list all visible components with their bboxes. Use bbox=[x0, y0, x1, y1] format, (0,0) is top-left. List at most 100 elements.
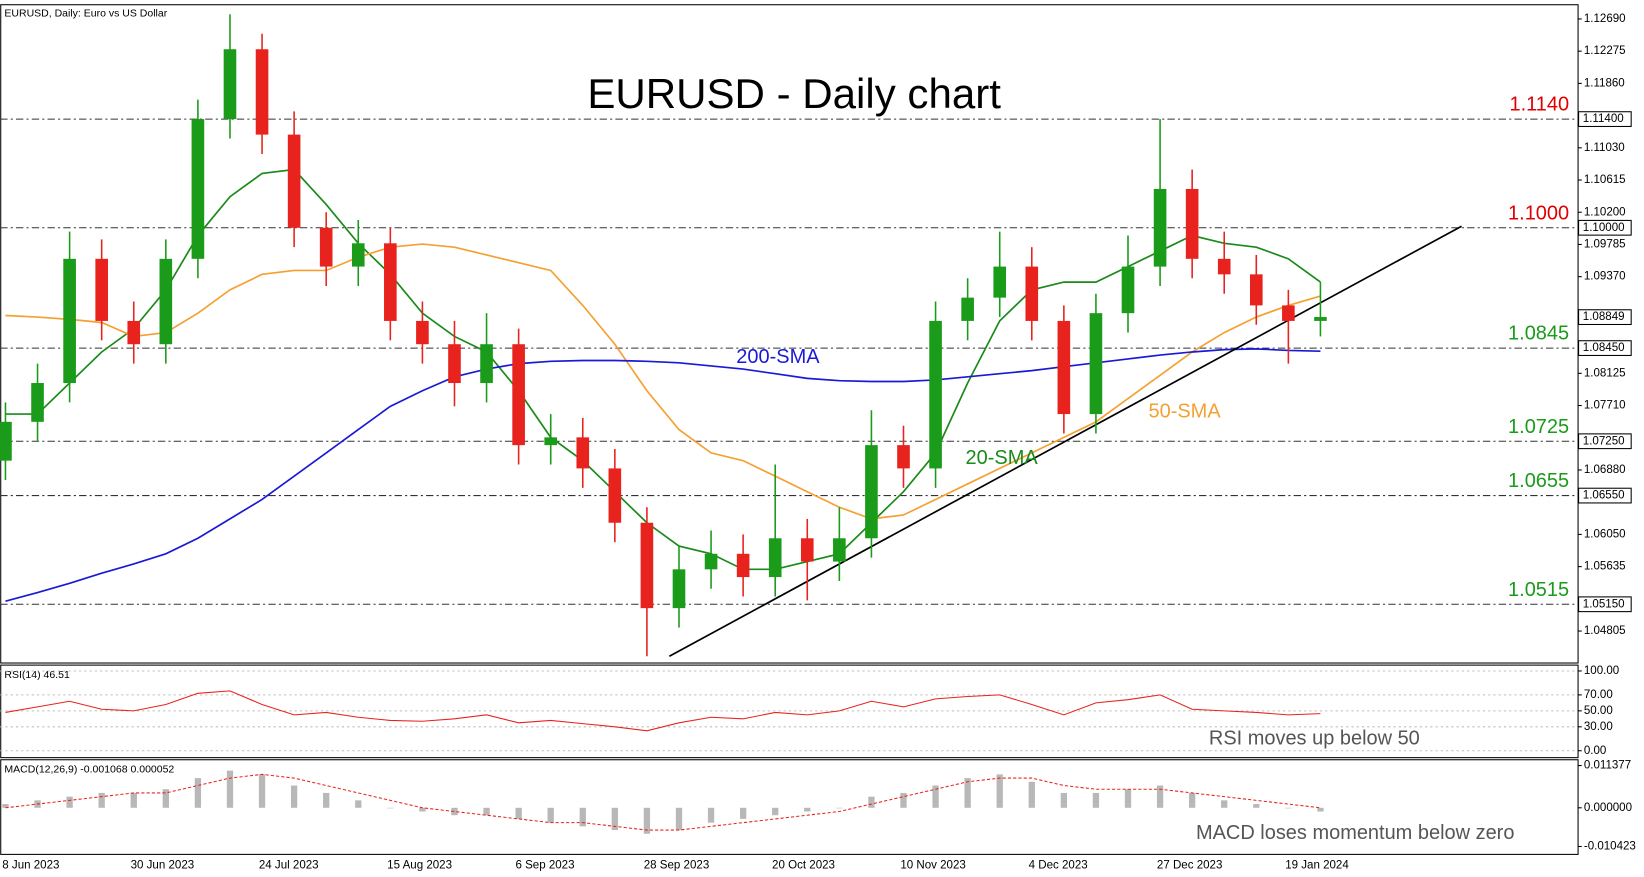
macd-bar bbox=[1028, 781, 1035, 808]
y-tick-label: 1.05635 bbox=[1584, 561, 1626, 573]
macd-bar bbox=[611, 807, 618, 831]
y-tick-label: 70.00 bbox=[1584, 689, 1613, 701]
candle-body bbox=[159, 258, 173, 345]
x-tick-label: 6 Sep 2023 bbox=[515, 859, 574, 871]
series-label: 50-SMA bbox=[1149, 400, 1222, 422]
sma-line bbox=[5, 243, 1321, 520]
macd-bar bbox=[387, 807, 394, 809]
macd-panel bbox=[0, 759, 1579, 855]
candle-body bbox=[576, 437, 590, 469]
macd-bar bbox=[483, 807, 490, 816]
macd-bar bbox=[836, 807, 843, 809]
candle-body bbox=[1121, 266, 1135, 314]
candle-body bbox=[95, 258, 108, 321]
macd-bar bbox=[675, 807, 683, 831]
candle-body bbox=[127, 320, 141, 345]
level-axis-label: 1.07250 bbox=[1583, 435, 1625, 447]
chart-title: EURUSD - Daily chart bbox=[587, 70, 1001, 117]
last-price-label: 1.08849 bbox=[1583, 311, 1625, 323]
y-tick-label: 1.06880 bbox=[1584, 464, 1626, 476]
level-label: 1.1140 bbox=[1510, 94, 1570, 116]
candle-body bbox=[63, 258, 76, 384]
candle-body bbox=[1185, 188, 1199, 259]
x-tick-label: 15 Aug 2023 bbox=[387, 859, 452, 871]
macd-bar bbox=[964, 778, 971, 808]
macd-bar bbox=[162, 789, 169, 808]
candle-body bbox=[704, 553, 718, 570]
candle-body bbox=[416, 320, 429, 345]
candle-body bbox=[1057, 320, 1071, 415]
candle-body bbox=[512, 344, 525, 446]
candle-body bbox=[608, 468, 622, 523]
y-tick-label: 1.08125 bbox=[1584, 367, 1626, 379]
y-tick-label: 1.11860 bbox=[1584, 77, 1625, 89]
y-tick-label: 0.00 bbox=[1584, 745, 1606, 757]
macd-bar bbox=[707, 807, 715, 823]
candle-body bbox=[1249, 274, 1263, 306]
macd-bar bbox=[258, 774, 266, 808]
macd-bar bbox=[1285, 807, 1292, 809]
candle-body bbox=[865, 445, 878, 539]
macd-bar bbox=[900, 792, 907, 808]
macd-bar bbox=[130, 792, 137, 808]
y-tick-label: 1.07710 bbox=[1584, 400, 1626, 412]
rsi-annotation: RSI moves up below 50 bbox=[1209, 728, 1420, 750]
candle-body bbox=[384, 243, 397, 321]
level-label: 1.0725 bbox=[1508, 416, 1569, 438]
y-tick-label: 50.00 bbox=[1584, 705, 1613, 717]
y-tick-label: 1.12690 bbox=[1584, 13, 1626, 25]
macd-bar bbox=[804, 807, 811, 812]
sma-line bbox=[5, 168, 1321, 571]
x-tick-label: 30 Jun 2023 bbox=[131, 859, 195, 871]
level-axis-box bbox=[1578, 487, 1632, 504]
macd-bar bbox=[1092, 792, 1100, 808]
y-tick-label: -0.010423 bbox=[1584, 841, 1636, 853]
candle-body bbox=[1089, 313, 1103, 415]
y-tick-label: 1.12275 bbox=[1584, 45, 1626, 57]
chart-header: EURUSD, Daily: Euro vs US Dollar bbox=[4, 7, 167, 19]
candle-body bbox=[544, 437, 558, 446]
y-tick-label: 1.04805 bbox=[1584, 625, 1626, 637]
level-axis-box bbox=[1578, 111, 1632, 127]
level-axis-box bbox=[1578, 219, 1632, 236]
candle-body bbox=[929, 320, 942, 469]
level-label: 1.1000 bbox=[1508, 202, 1569, 224]
candle-body bbox=[191, 119, 205, 259]
candle-body bbox=[961, 297, 974, 321]
candle-body bbox=[480, 344, 493, 384]
x-tick-label: 20 Oct 2023 bbox=[772, 859, 835, 871]
level-axis-box bbox=[1578, 433, 1632, 450]
trendline bbox=[668, 225, 1462, 658]
macd-bar bbox=[290, 785, 298, 808]
macd-bar bbox=[323, 792, 330, 808]
level-label: 1.0515 bbox=[1508, 579, 1569, 601]
macd-bar bbox=[868, 796, 875, 808]
macd-bar bbox=[1060, 792, 1068, 808]
x-tick-label: 28 Sep 2023 bbox=[644, 859, 709, 871]
macd-bar bbox=[194, 778, 202, 808]
x-tick-label: 24 Jul 2023 bbox=[259, 859, 319, 871]
y-tick-label: 1.10200 bbox=[1584, 206, 1626, 218]
y-tick-label: 1.06050 bbox=[1584, 528, 1626, 540]
macd-bar bbox=[932, 785, 939, 808]
y-tick-label: 1.10615 bbox=[1584, 174, 1626, 186]
macd-bar bbox=[2, 804, 9, 808]
level-axis-box bbox=[1578, 596, 1632, 613]
macd-header: MACD(12,26,9) -0.001068 0.000052 bbox=[4, 764, 174, 776]
x-tick-label: 27 Dec 2023 bbox=[1157, 859, 1222, 871]
y-tick-label: 0.011377 bbox=[1584, 760, 1631, 772]
rsi-line bbox=[5, 690, 1321, 732]
candle-body bbox=[223, 49, 237, 120]
macd-bar bbox=[419, 807, 426, 812]
level-label: 1.0655 bbox=[1508, 470, 1569, 492]
candle-body bbox=[255, 49, 269, 135]
level-label: 1.0845 bbox=[1508, 323, 1569, 345]
macd-bar bbox=[515, 807, 522, 819]
candle-body bbox=[736, 553, 750, 578]
candle-body bbox=[31, 383, 44, 422]
sma-line bbox=[5, 348, 1321, 602]
x-tick-label: 8 Jun 2023 bbox=[2, 859, 59, 871]
candle-body bbox=[319, 227, 333, 267]
macd-bar bbox=[547, 807, 554, 823]
